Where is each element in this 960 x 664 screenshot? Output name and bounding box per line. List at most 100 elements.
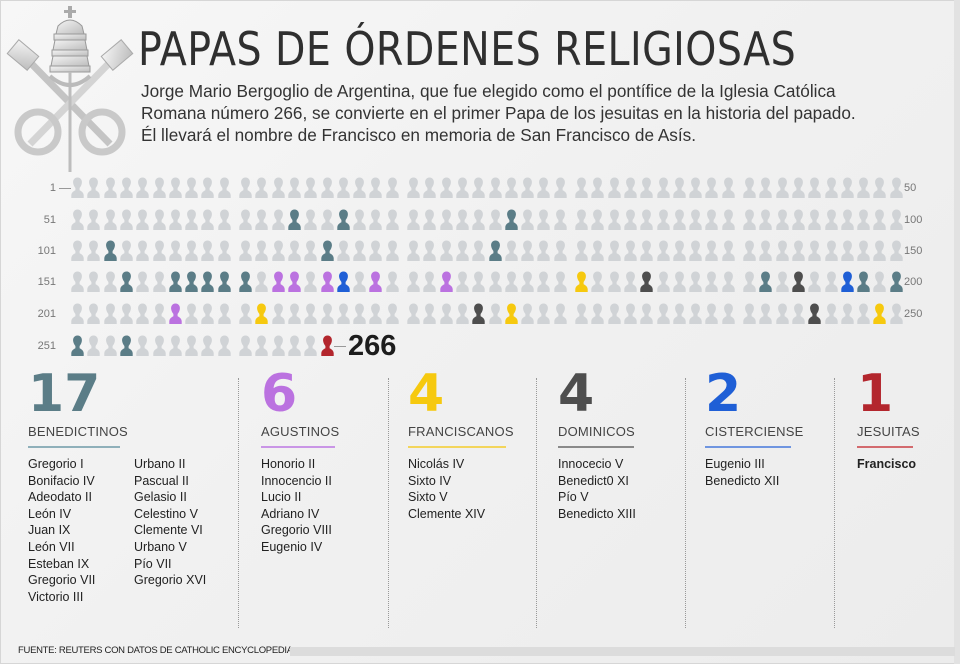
pope-name: Celestino V bbox=[134, 506, 198, 521]
pope-icon bbox=[640, 209, 653, 230]
order-name: CISTERCIENSE bbox=[705, 424, 803, 448]
order-count: 2 bbox=[705, 364, 742, 424]
intro-line: Romana número 266, se convierte en el pr… bbox=[141, 103, 856, 123]
pope-icon-dominicos bbox=[472, 303, 485, 324]
pope-icon bbox=[591, 240, 604, 261]
pope-icon bbox=[472, 177, 485, 198]
pope-name: Honorio II bbox=[261, 457, 316, 471]
pope-icon bbox=[385, 209, 399, 230]
pope-icon bbox=[759, 209, 772, 230]
pope-icon bbox=[201, 335, 215, 356]
pope-icon bbox=[841, 209, 854, 230]
pope-icon-benedictinos bbox=[488, 240, 502, 261]
pope-icon bbox=[136, 240, 149, 261]
pope-icon bbox=[656, 303, 670, 324]
pope-icon bbox=[255, 240, 268, 261]
pope-name: Adriano IV bbox=[261, 506, 320, 521]
pope-icon bbox=[304, 177, 317, 198]
pope-icon bbox=[385, 303, 399, 324]
pope-name: Pascual II bbox=[134, 473, 189, 488]
pope-name: Urbano II bbox=[134, 457, 186, 471]
pope-name: Gregorio XVI bbox=[134, 573, 207, 588]
order-count: 6 bbox=[261, 364, 298, 424]
row-label-right: 100 bbox=[904, 214, 923, 226]
pope-icon bbox=[87, 209, 100, 230]
pope-icon bbox=[792, 240, 805, 261]
order-count: 4 bbox=[408, 364, 445, 424]
column-divider bbox=[388, 378, 389, 628]
pope-name: Benedicto XIII bbox=[558, 506, 636, 521]
pope-icon bbox=[120, 240, 133, 261]
row-label-left: 51 bbox=[43, 214, 56, 226]
pope-icon bbox=[185, 303, 198, 324]
pope-icon bbox=[239, 177, 252, 198]
pope-list: Innocecio V Benedict0 XI Pío V Benedicto… bbox=[558, 456, 636, 522]
pope-icon bbox=[607, 271, 621, 292]
pope-icon bbox=[87, 271, 100, 292]
pope-icon bbox=[169, 177, 182, 198]
row-label-left: 251 bbox=[37, 340, 56, 352]
pope-icon bbox=[857, 177, 870, 198]
order-count: 1 bbox=[857, 364, 894, 424]
column-divider bbox=[834, 378, 835, 628]
pope-icon bbox=[169, 209, 182, 230]
pope-icon bbox=[120, 209, 133, 230]
pope-icon bbox=[407, 240, 420, 261]
pope-icon-franciscanos bbox=[575, 271, 588, 292]
pope-icon bbox=[217, 335, 231, 356]
pope-icon bbox=[673, 303, 686, 324]
pope-icon bbox=[288, 177, 301, 198]
pope-list: Francisco bbox=[857, 456, 916, 473]
pope-icon bbox=[656, 209, 670, 230]
pope-icon bbox=[271, 209, 285, 230]
pope-icon bbox=[575, 209, 588, 230]
pope-icon bbox=[407, 271, 420, 292]
pope-icon-benedictinos bbox=[288, 209, 301, 230]
pope-icon bbox=[423, 240, 436, 261]
pope-icon bbox=[87, 177, 100, 198]
pope-icon bbox=[320, 177, 334, 198]
pope-icon bbox=[271, 240, 285, 261]
pope-name: Pío V bbox=[558, 490, 589, 505]
pope-icon-dominicos bbox=[792, 271, 805, 292]
right-edge-bar bbox=[954, 0, 960, 664]
pope-icon-dominicos bbox=[808, 303, 821, 324]
pope-name: Bonifacio IV bbox=[28, 473, 95, 488]
pope-icon bbox=[152, 271, 166, 292]
pope-icon bbox=[423, 271, 436, 292]
pope-icon bbox=[488, 177, 502, 198]
pope-icon bbox=[624, 303, 637, 324]
pope-icon bbox=[456, 177, 469, 198]
order-name: JESUITAS bbox=[857, 424, 920, 448]
order-name: BENEDICTINOS bbox=[28, 424, 128, 448]
pope-name: Juan IX bbox=[28, 523, 71, 538]
pope-icon bbox=[553, 177, 567, 198]
pope-icon bbox=[857, 303, 870, 324]
pope-icon bbox=[217, 240, 231, 261]
pope-icon bbox=[607, 303, 621, 324]
pope-name: Francisco bbox=[857, 457, 917, 471]
pope-icon-jesuitas bbox=[320, 335, 334, 356]
pope-icon bbox=[337, 177, 350, 198]
pope-icon bbox=[304, 303, 317, 324]
pope-icon-cisterciense bbox=[841, 271, 854, 292]
pope-icon-benedictinos bbox=[759, 271, 772, 292]
pope-icon bbox=[71, 303, 84, 324]
row-label-right: 250 bbox=[904, 308, 923, 320]
pope-name: Esteban IX bbox=[28, 556, 90, 571]
intro-text: Jorge Mario Bergoglio de Argentina, que … bbox=[141, 80, 861, 146]
pope-icon bbox=[439, 240, 453, 261]
pope-icon bbox=[353, 303, 366, 324]
pope-icon bbox=[743, 303, 756, 324]
pope-icon bbox=[369, 303, 383, 324]
pope-icon bbox=[185, 209, 198, 230]
pope-icon bbox=[337, 240, 350, 261]
pope-grid: 1 51 101 151 201 251 50 100 150 200 250 bbox=[37, 177, 923, 356]
pope-icon bbox=[505, 177, 518, 198]
pope-name: Gelasio II bbox=[134, 490, 187, 505]
pope-icon-cisterciense bbox=[337, 271, 350, 292]
intro-line: Él llevará el nombre de Francisco en mem… bbox=[141, 125, 697, 145]
row-label-left: 201 bbox=[37, 308, 56, 320]
pope-icon bbox=[624, 271, 637, 292]
pope-list-col2: Urbano II Pascual II Gelasio II Celestin… bbox=[134, 456, 206, 605]
